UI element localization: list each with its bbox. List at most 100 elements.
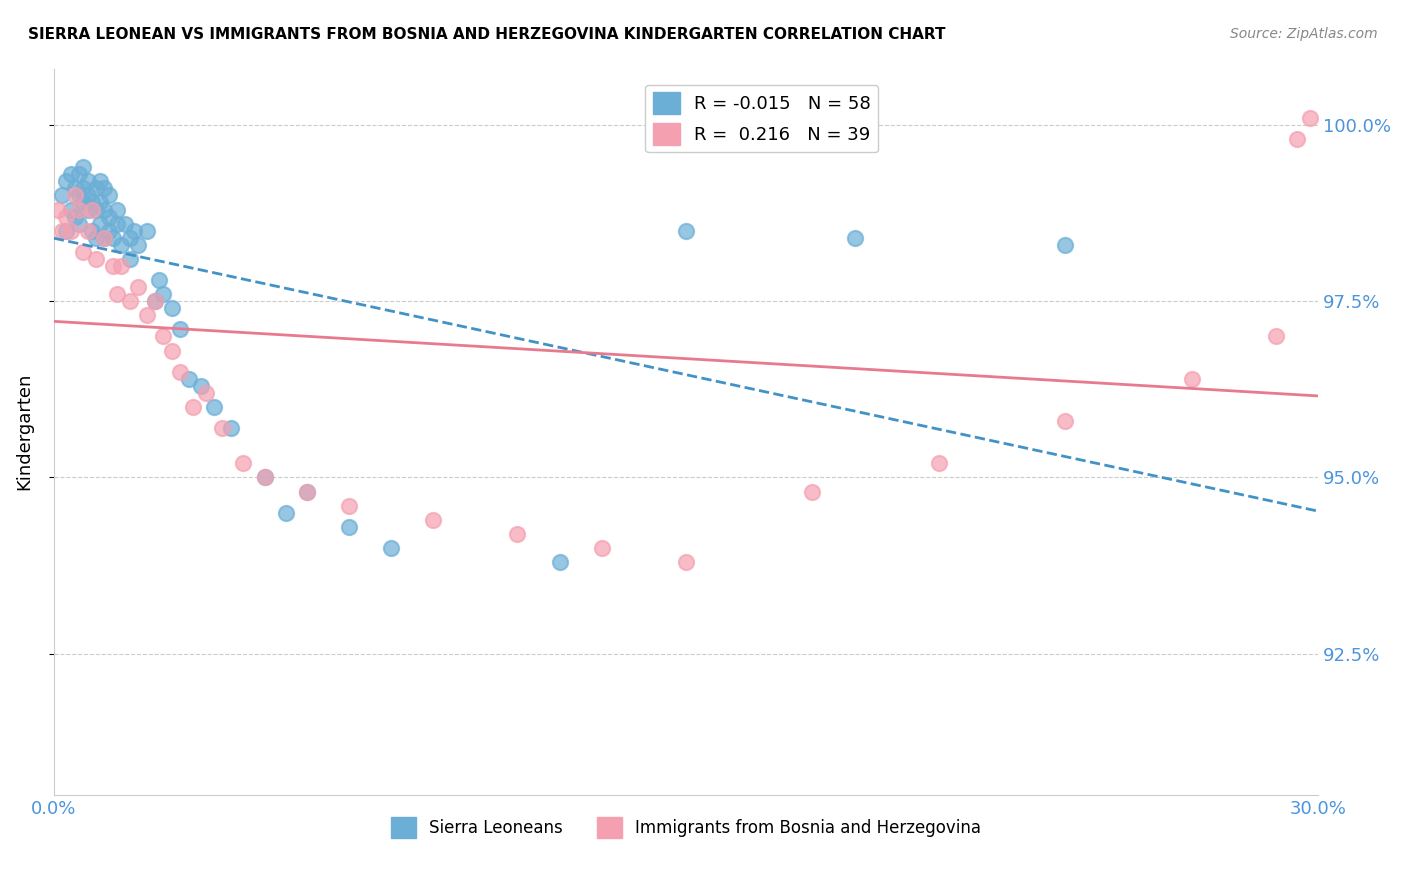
Point <box>72 195 94 210</box>
Point <box>337 499 360 513</box>
Point <box>202 400 225 414</box>
Text: SIERRA LEONEAN VS IMMIGRANTS FROM BOSNIA AND HERZEGOVINA KINDERGARTEN CORRELATIO: SIERRA LEONEAN VS IMMIGRANTS FROM BOSNIA… <box>28 27 946 42</box>
Point <box>63 188 86 202</box>
Point <box>177 372 200 386</box>
Point <box>97 188 120 202</box>
Point <box>110 259 132 273</box>
Point <box>51 224 73 238</box>
Point <box>55 210 77 224</box>
Point <box>274 506 297 520</box>
Point <box>194 385 217 400</box>
Point <box>253 470 276 484</box>
Point <box>591 541 613 555</box>
Point <box>55 174 77 188</box>
Point <box>110 237 132 252</box>
Point <box>93 202 115 217</box>
Point <box>105 217 128 231</box>
Point <box>844 231 866 245</box>
Point <box>51 188 73 202</box>
Point <box>1286 132 1309 146</box>
Point <box>59 224 82 238</box>
Point <box>160 343 183 358</box>
Y-axis label: Kindergarten: Kindergarten <box>15 373 32 491</box>
Point <box>135 308 157 322</box>
Point <box>118 294 141 309</box>
Point <box>127 280 149 294</box>
Point <box>101 259 124 273</box>
Legend: Sierra Leoneans, Immigrants from Bosnia and Herzegovina: Sierra Leoneans, Immigrants from Bosnia … <box>384 811 987 845</box>
Point <box>97 224 120 238</box>
Point <box>211 421 233 435</box>
Point <box>127 237 149 252</box>
Point <box>295 484 318 499</box>
Point <box>76 188 98 202</box>
Point <box>114 217 136 231</box>
Point <box>59 167 82 181</box>
Point <box>118 252 141 266</box>
Point <box>801 484 824 499</box>
Point <box>72 160 94 174</box>
Point <box>63 210 86 224</box>
Point <box>84 181 107 195</box>
Point <box>422 513 444 527</box>
Point <box>59 202 82 217</box>
Point <box>72 244 94 259</box>
Point <box>152 287 174 301</box>
Point <box>548 555 571 569</box>
Point <box>1181 372 1204 386</box>
Point <box>152 329 174 343</box>
Point <box>181 400 204 414</box>
Point <box>169 365 191 379</box>
Point <box>148 273 170 287</box>
Point <box>76 174 98 188</box>
Point <box>84 231 107 245</box>
Point <box>89 217 111 231</box>
Point <box>105 287 128 301</box>
Point <box>143 294 166 309</box>
Point <box>89 174 111 188</box>
Point <box>80 202 103 217</box>
Point <box>169 322 191 336</box>
Point <box>67 202 90 217</box>
Point <box>337 520 360 534</box>
Point <box>1265 329 1288 343</box>
Point <box>67 217 90 231</box>
Point <box>143 294 166 309</box>
Point <box>93 231 115 245</box>
Point <box>97 210 120 224</box>
Point <box>160 301 183 316</box>
Point <box>118 231 141 245</box>
Point <box>76 202 98 217</box>
Point <box>1054 237 1077 252</box>
Point <box>46 202 69 217</box>
Point <box>232 456 254 470</box>
Point <box>84 252 107 266</box>
Point <box>190 378 212 392</box>
Point <box>67 188 90 202</box>
Point <box>219 421 242 435</box>
Text: Source: ZipAtlas.com: Source: ZipAtlas.com <box>1230 27 1378 41</box>
Point <box>253 470 276 484</box>
Point <box>122 224 145 238</box>
Point <box>93 231 115 245</box>
Point <box>84 202 107 217</box>
Point <box>80 224 103 238</box>
Point <box>67 167 90 181</box>
Point <box>1054 414 1077 428</box>
Point <box>55 224 77 238</box>
Point <box>1299 111 1322 125</box>
Point <box>928 456 950 470</box>
Point <box>80 195 103 210</box>
Point <box>72 181 94 195</box>
Point <box>675 555 697 569</box>
Point <box>506 526 529 541</box>
Point <box>380 541 402 555</box>
Point <box>135 224 157 238</box>
Point <box>89 195 111 210</box>
Point <box>93 181 115 195</box>
Point <box>105 202 128 217</box>
Point <box>295 484 318 499</box>
Point <box>63 181 86 195</box>
Point <box>76 224 98 238</box>
Point <box>101 231 124 245</box>
